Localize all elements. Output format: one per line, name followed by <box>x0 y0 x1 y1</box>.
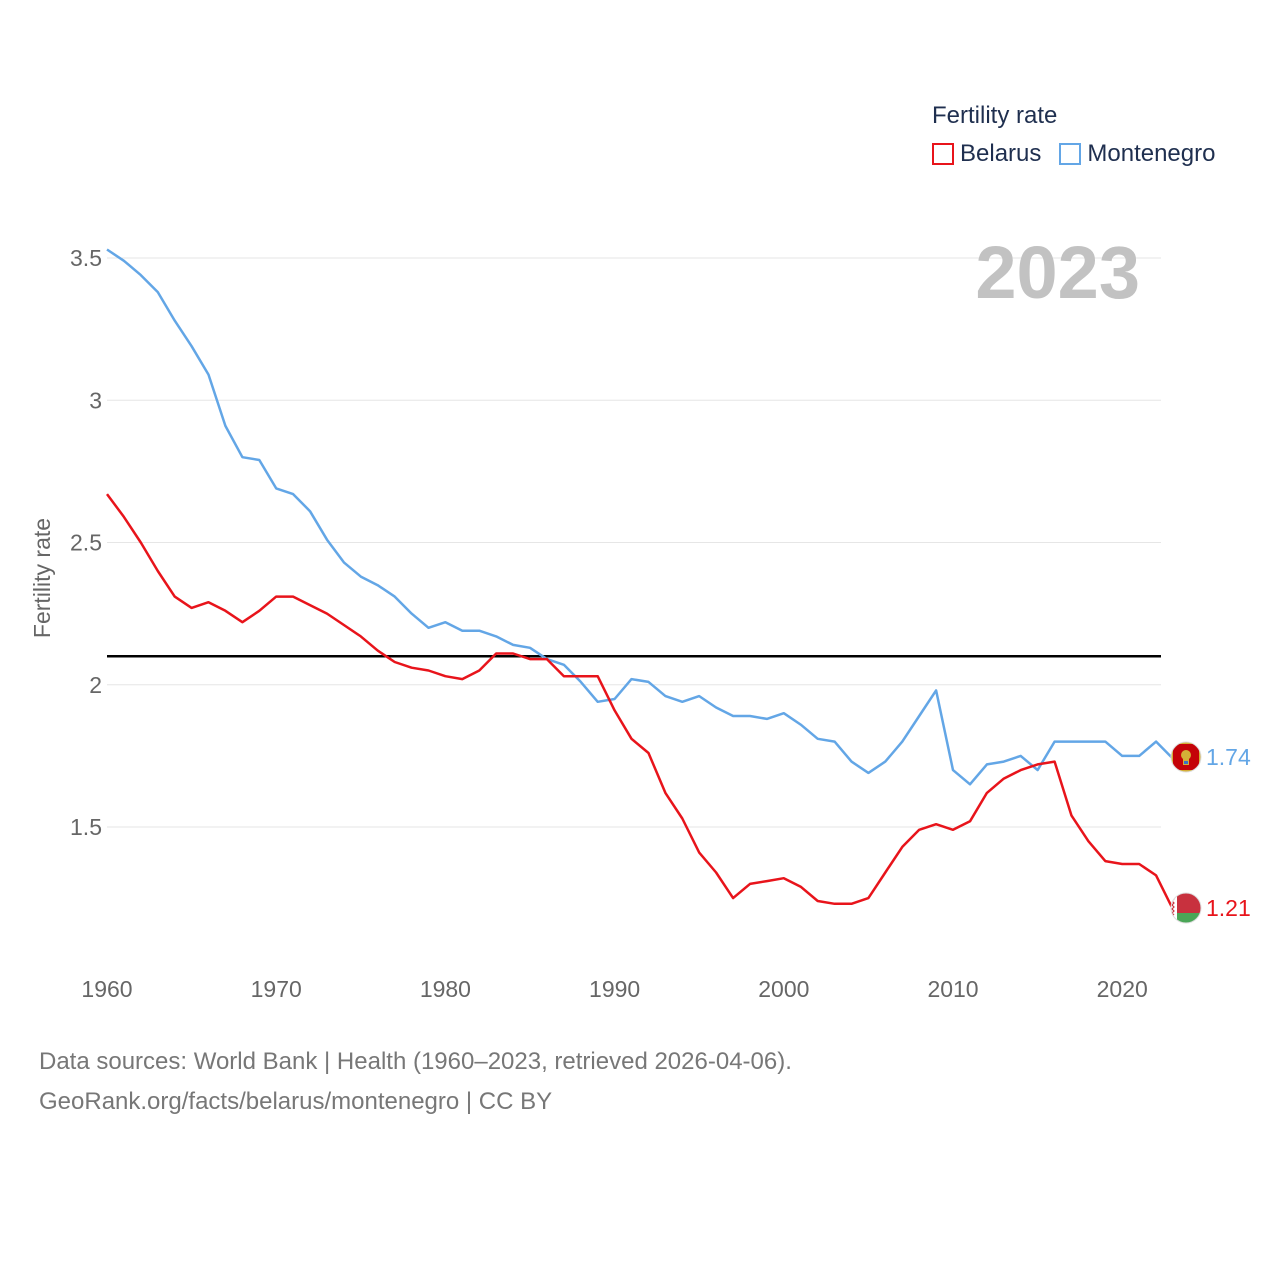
end-label-belarus: 1.21 <box>1206 895 1251 921</box>
series-layer <box>105 248 1175 911</box>
x-tick-label: 1990 <box>589 976 640 1002</box>
gridlines <box>107 257 1161 828</box>
x-tick-label: 1980 <box>420 976 471 1002</box>
y-tick-label: 3.5 <box>70 245 102 271</box>
legend-label-montenegro: Montenegro <box>1087 140 1216 167</box>
legend-swatch-belarus <box>932 143 954 165</box>
y-tick-label: 3 <box>89 387 102 413</box>
data-sources-note: Data sources: World Bank | Health (1960–… <box>39 1048 792 1075</box>
legend: Fertility rate Belarus Montenegro <box>932 100 1233 168</box>
y-axis-ticks: 1.5 2 2.5 3 3.5 <box>70 245 102 840</box>
legend-label-belarus: Belarus <box>960 140 1042 167</box>
x-tick-label: 2000 <box>758 976 809 1002</box>
x-tick-label: 2010 <box>927 976 978 1002</box>
x-tick-label: 1960 <box>81 976 132 1002</box>
legend-swatch-montenegro <box>1059 143 1082 165</box>
attribution-link[interactable]: GeoRank.org/facts/belarus/montenegro | C… <box>39 1088 553 1115</box>
y-tick-label: 1.5 <box>70 814 102 840</box>
line-chart: 1.5 2 2.5 3 3.5 1960 1970 1980 1990 2000 2010 2020… <box>29 231 1251 1002</box>
y-tick-label: 2 <box>89 672 102 698</box>
end-label-montenegro: 1.74 <box>1206 744 1251 770</box>
legend-item-belarus[interactable]: Belarus <box>932 140 1041 168</box>
x-tick-label: 2020 <box>1097 976 1148 1002</box>
x-tick-label: 1970 <box>251 976 302 1002</box>
legend-item-montenegro[interactable]: Montenegro <box>1059 140 1215 168</box>
montenegro-flag-icon <box>1171 742 1201 772</box>
legend-items: Belarus Montenegro <box>932 140 1233 168</box>
x-axis-ticks: 1960 1970 1980 1990 2000 2010 2020 <box>81 976 1147 1002</box>
y-axis-title: Fertility rate <box>29 518 55 638</box>
y-tick-label: 2.5 <box>70 530 102 556</box>
series-line-belarus <box>105 493 1175 911</box>
footer: Data sources: World Bank | Health (1960–… <box>39 1042 792 1122</box>
legend-title: Fertility rate <box>932 102 1058 129</box>
series-line-montenegro <box>106 248 1174 786</box>
year-watermark: 2023 <box>975 231 1140 314</box>
